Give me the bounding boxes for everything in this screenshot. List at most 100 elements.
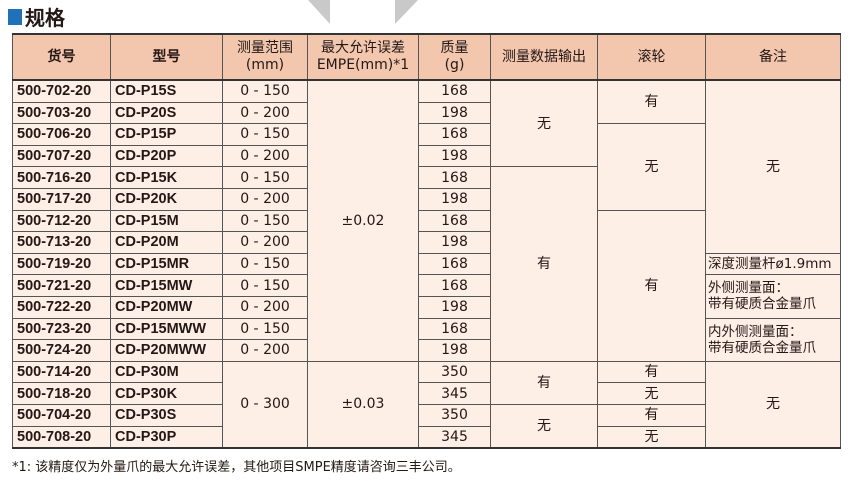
table-row: 500-707-20 CD-P20P 0 - 200 198 bbox=[12, 144, 841, 168]
roller: 有 bbox=[597, 80, 706, 125]
model-number: CD-P15M bbox=[110, 209, 223, 233]
max-permissible-error: ±0.02 bbox=[307, 80, 419, 362]
column-header: 最大允许误差 EMPE(mm)*1 bbox=[307, 34, 419, 81]
table-row: 500-702-20 CD-P15S 0 - 150 ±0.02 168 无有无 bbox=[12, 80, 841, 362]
mass: 345 bbox=[418, 425, 491, 449]
table-row: 500-703-20 CD-P20S 0 - 200 198 bbox=[12, 101, 841, 125]
table-row: 500-704-20 CD-P30S 350 无有 bbox=[12, 403, 841, 449]
mass: 350 bbox=[418, 360, 491, 384]
measuring-range: 0 - 150 bbox=[222, 274, 308, 297]
mass: 198 bbox=[418, 231, 491, 254]
remarks: 内外侧测量面： 带有硬质合金量爪 bbox=[705, 317, 841, 362]
item-number: 500-713-20 bbox=[12, 231, 111, 254]
data-output: 无 bbox=[490, 80, 598, 168]
item-number: 500-702-20 bbox=[12, 80, 111, 103]
measuring-range: 0 - 150 bbox=[222, 317, 308, 341]
roller: 无 bbox=[597, 425, 706, 449]
mass: 198 bbox=[418, 295, 491, 319]
table-row: 500-713-20 CD-P20M 0 - 200 198 bbox=[12, 231, 841, 254]
item-number: 500-722-20 bbox=[12, 295, 111, 319]
item-number: 500-718-20 bbox=[12, 382, 111, 405]
model-number: CD-P15MWW bbox=[110, 317, 223, 341]
measuring-range: 0 - 200 bbox=[222, 101, 308, 125]
remarks: 无 bbox=[705, 360, 841, 449]
column-header: 测量数据输出 bbox=[490, 34, 598, 81]
measuring-range: 0 - 150 bbox=[222, 80, 308, 103]
mass: 345 bbox=[418, 382, 491, 405]
column-header: 滚轮 bbox=[597, 34, 706, 81]
model-number: CD-P30P bbox=[110, 425, 223, 449]
section-title: 规格 bbox=[8, 2, 65, 31]
column-header: 测量范围 (mm) bbox=[222, 34, 308, 81]
model-number: CD-P15P bbox=[110, 123, 223, 146]
measuring-range: 0 - 200 bbox=[222, 187, 308, 211]
spec-table: 货号 型号 测量范围 (mm) 最大允许误差 EMPE(mm)*1 质量 (g) 测量数据… bbox=[12, 33, 841, 450]
roller: 有 bbox=[597, 360, 706, 384]
remarks: 无 bbox=[705, 80, 841, 254]
model-number: CD-P20S bbox=[110, 101, 223, 125]
model-number: CD-P20MW bbox=[110, 295, 223, 319]
model-number: CD-P15K bbox=[110, 166, 223, 189]
mass: 350 bbox=[418, 403, 491, 427]
data-output: 无 bbox=[490, 403, 598, 449]
item-number: 500-708-20 bbox=[12, 425, 111, 449]
column-header: 质量 (g) bbox=[418, 34, 491, 81]
column-header: 备注 bbox=[705, 34, 841, 81]
table-row: 500-716-20 CD-P15K 0 - 150 168 有 bbox=[12, 166, 841, 362]
remarks: 外侧测量面： 带有硬质合金量爪 bbox=[705, 274, 841, 319]
model-number: CD-P30K bbox=[110, 382, 223, 405]
item-number: 500-712-20 bbox=[12, 209, 111, 233]
item-number: 500-704-20 bbox=[12, 403, 111, 427]
item-number: 500-714-20 bbox=[12, 360, 111, 384]
measuring-range: 0 - 200 bbox=[222, 339, 308, 362]
table-row: 500-719-20 CD-P15MR 0 - 150 168 深度测量杆ø1.9mm bbox=[12, 252, 841, 276]
item-number: 500-706-20 bbox=[12, 123, 111, 146]
mass: 198 bbox=[418, 144, 491, 168]
mass: 168 bbox=[418, 317, 491, 341]
column-header: 货号 bbox=[12, 34, 111, 81]
mass: 168 bbox=[418, 209, 491, 233]
roller: 无 bbox=[597, 123, 706, 211]
item-number: 500-703-20 bbox=[12, 101, 111, 125]
remarks: 深度测量杆ø1.9mm bbox=[705, 252, 841, 276]
item-number: 500-724-20 bbox=[12, 339, 111, 362]
mass: 168 bbox=[418, 252, 491, 276]
model-number: CD-P20P bbox=[110, 144, 223, 168]
model-number: CD-P30S bbox=[110, 403, 223, 427]
model-number: CD-P15MW bbox=[110, 274, 223, 297]
measuring-range: 0 - 200 bbox=[222, 295, 308, 319]
roller: 有 bbox=[597, 403, 706, 427]
item-number: 500-721-20 bbox=[12, 274, 111, 297]
table-row: 500-718-20 CD-P30K 345 无 bbox=[12, 382, 841, 405]
model-number: CD-P20MWW bbox=[110, 339, 223, 362]
table-row: 500-721-20 CD-P15MW 0 - 150 168 外侧测量面： 带有硬质合… bbox=[12, 274, 841, 319]
table-row: 500-706-20 CD-P15P 0 - 150 168 无 bbox=[12, 123, 841, 211]
measuring-range: 0 - 200 bbox=[222, 231, 308, 254]
measuring-range: 0 - 300 bbox=[222, 360, 308, 449]
model-number: CD-P15MR bbox=[110, 252, 223, 276]
title-text: 规格 bbox=[25, 6, 65, 30]
column-header: 型号 bbox=[110, 34, 223, 81]
max-permissible-error: ±0.03 bbox=[307, 360, 419, 449]
data-output: 有 bbox=[490, 360, 598, 405]
mass: 168 bbox=[418, 80, 491, 103]
mass: 168 bbox=[418, 274, 491, 297]
item-number: 500-723-20 bbox=[12, 317, 111, 341]
mass: 168 bbox=[418, 123, 491, 146]
table-row: 500-723-20 CD-P15MWW 0 - 150 168 内外侧测量面： 带有硬… bbox=[12, 317, 841, 362]
roller: 有 bbox=[597, 209, 706, 362]
model-number: CD-P15S bbox=[110, 80, 223, 103]
model-number: CD-P30M bbox=[110, 360, 223, 384]
roller: 无 bbox=[597, 382, 706, 405]
data-output: 有 bbox=[490, 166, 598, 362]
item-number: 500-707-20 bbox=[12, 144, 111, 168]
table-row: 500-708-20 CD-P30P 345 无 bbox=[12, 425, 841, 449]
footnote: *1: 该精度仅为外量爪的最大允许误差，其他项目SMPE精度请咨询三丰公司。 bbox=[12, 460, 461, 475]
title-marker-icon bbox=[8, 8, 22, 25]
measuring-range: 0 - 150 bbox=[222, 252, 308, 276]
mass: 198 bbox=[418, 101, 491, 125]
mass: 168 bbox=[418, 166, 491, 189]
model-number: CD-P20K bbox=[110, 187, 223, 211]
item-number: 500-717-20 bbox=[12, 187, 111, 211]
model-number: CD-P20M bbox=[110, 231, 223, 254]
